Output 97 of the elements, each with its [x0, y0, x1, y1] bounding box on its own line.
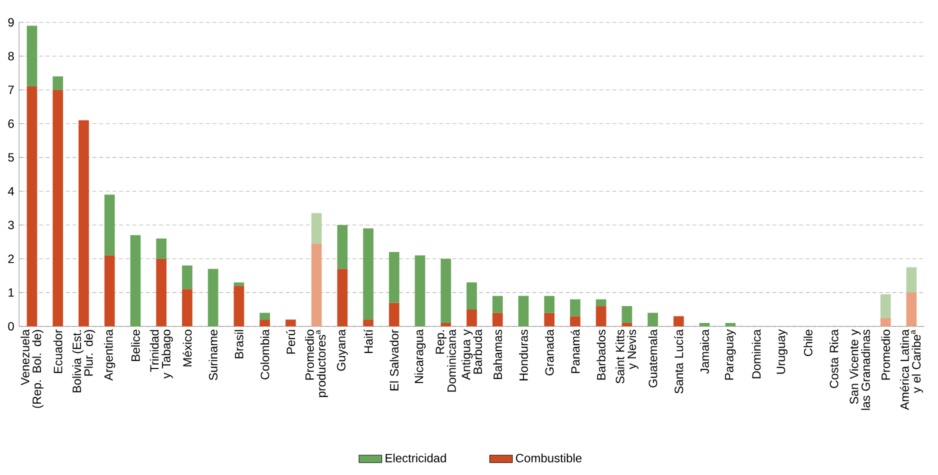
x-tick-label: Jamaica	[700, 329, 709, 374]
bar	[208, 268, 218, 326]
bar	[182, 266, 192, 290]
bar	[285, 320, 296, 326]
bar	[518, 296, 529, 326]
bar	[182, 289, 192, 326]
x-tick-label: Haití	[364, 329, 373, 353]
bar	[440, 322, 452, 326]
bar	[880, 294, 891, 318]
bar	[156, 258, 167, 326]
x-tick-label: Guyana	[336, 329, 348, 371]
x-tick-label: Granada	[544, 329, 554, 376]
bar	[234, 286, 244, 326]
bar	[337, 268, 348, 326]
bar	[906, 267, 917, 293]
y-tick-label: 3	[8, 220, 14, 230]
x-tick-label: Brasil	[234, 330, 244, 358]
bar	[699, 322, 710, 326]
bar	[674, 316, 684, 326]
x-tick-label: Guatemala	[648, 329, 658, 388]
bar	[26, 86, 38, 326]
x-tick-label: Panamá	[570, 329, 580, 373]
bar	[648, 312, 658, 326]
x-tick-label: Ecuador	[53, 329, 62, 373]
bar	[622, 322, 632, 326]
x-tick-label: México	[182, 330, 192, 366]
bar	[570, 299, 580, 316]
y-tick-label: 1	[8, 288, 14, 297]
bar	[466, 309, 477, 326]
x-tick-label: Promedio	[881, 330, 890, 380]
bar	[52, 90, 64, 326]
x-tick-label: Honduras	[519, 330, 528, 380]
x-tick-label: San Vicente y las Granadinas	[849, 329, 870, 410]
x-tick-label: Saint Kitts y Nevis	[615, 330, 638, 384]
x-tick-label: Promedio productores$^{a}$	[305, 330, 328, 397]
bar	[260, 320, 270, 326]
x-tick-label: Barbados	[596, 330, 606, 380]
bar	[544, 312, 555, 326]
bar	[130, 235, 141, 326]
x-tick-label: Bahamas	[493, 330, 502, 379]
bar	[492, 312, 503, 326]
y-tick-label: 0	[8, 322, 14, 331]
bar	[440, 258, 452, 323]
x-tick-label: América Latina y el Caribe$^{a}$	[900, 329, 923, 410]
bar	[337, 225, 348, 269]
x-tick-label: Suriname	[208, 330, 218, 380]
bar	[725, 322, 736, 326]
bar	[234, 282, 244, 286]
x-tick-label: Nicaragua	[414, 329, 426, 383]
bar	[363, 228, 374, 320]
y-tick-label: 9	[8, 18, 14, 27]
x-tick-label: Bolivia (Est. Plur. de)	[72, 330, 96, 392]
bar	[906, 292, 917, 326]
x-tick-label: Belice	[131, 330, 140, 361]
y-tick-label: 6	[8, 119, 14, 128]
x-tick-label: Paraguay	[725, 329, 736, 380]
bar	[570, 316, 580, 326]
y-tick-label: 2	[8, 254, 14, 263]
x-tick-label: Chile	[804, 330, 812, 356]
x-tick-label: El Salvador	[390, 329, 399, 390]
x-tick-label: Uruguay	[776, 329, 788, 374]
x-tick-label: Colombia	[260, 329, 270, 380]
y-tick-label: 7	[8, 86, 14, 94]
bar	[466, 282, 477, 310]
bar	[363, 320, 374, 326]
bar	[311, 213, 322, 244]
bar	[104, 255, 115, 326]
x-tick-label: Rep. Dominicana	[436, 329, 456, 392]
legend-label: Combustible	[516, 454, 582, 462]
x-tick-label: Dominica	[752, 329, 761, 378]
x-tick-label: Antigua y Barbuda	[461, 329, 482, 380]
bar	[260, 312, 270, 320]
bar	[26, 26, 38, 87]
bar	[52, 76, 64, 90]
legend-label: Electricidad	[386, 454, 446, 462]
bar	[880, 318, 891, 326]
bar	[156, 238, 167, 259]
bar	[388, 302, 400, 326]
x-tick-label: Venezuela (Rep. Bol. de)	[20, 329, 44, 408]
x-tick-label: Costa Rica	[829, 329, 838, 388]
bar	[311, 244, 322, 326]
bar	[622, 306, 632, 323]
y-tick-label: 4	[8, 187, 14, 196]
bar	[104, 194, 115, 256]
bar	[596, 299, 606, 306]
bar	[492, 296, 503, 313]
bar	[78, 120, 89, 326]
bar	[388, 252, 400, 303]
bar	[544, 296, 555, 313]
x-tick-label: Perú	[286, 330, 296, 354]
x-tick-label: Argentina	[104, 329, 116, 381]
x-tick-label: Trinidad y Tabago	[150, 330, 173, 379]
bar	[596, 306, 606, 326]
bar	[414, 255, 426, 326]
y-tick-label: 5	[8, 153, 14, 162]
x-tick-label: Santa Lucía	[674, 329, 684, 394]
y-tick-label: 8	[8, 52, 14, 60]
